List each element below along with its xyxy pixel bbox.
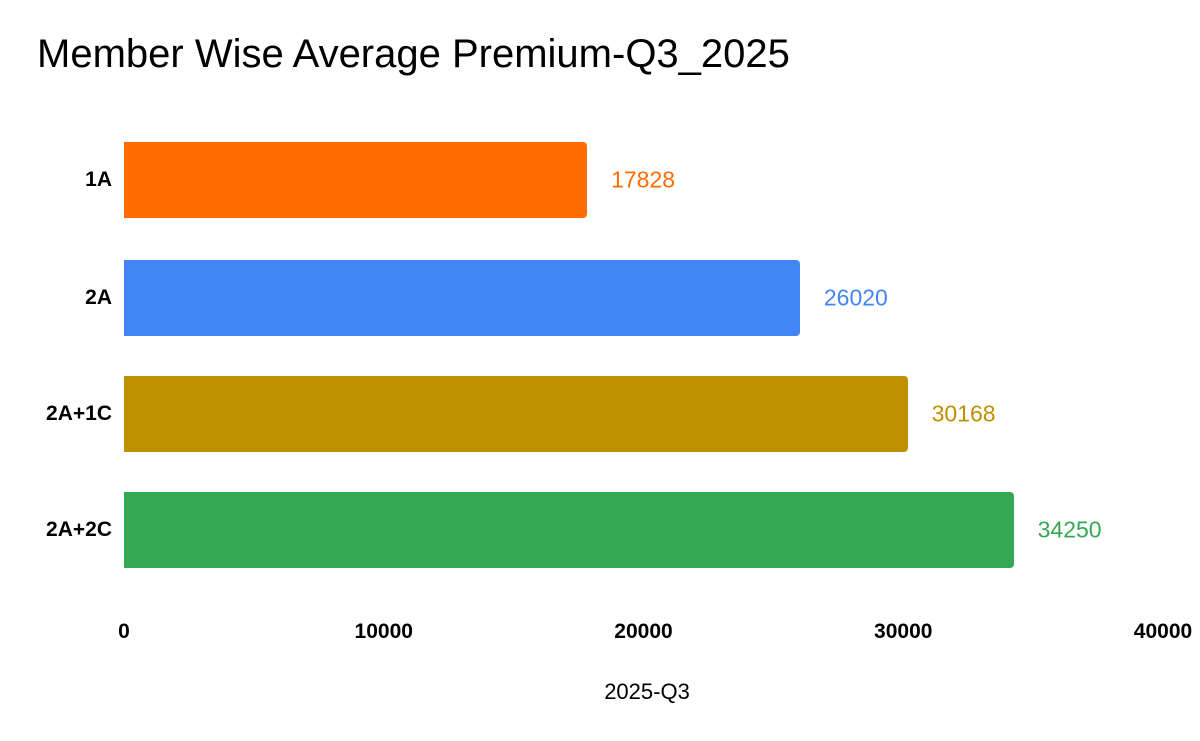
x-tick-label: 10000 — [354, 620, 413, 643]
bar[interactable] — [124, 492, 1014, 568]
data-label: 26020 — [823, 284, 888, 311]
category-label: 2A — [85, 286, 112, 309]
category-label: 2A+1C — [46, 402, 112, 425]
x-tick-label: 0 — [118, 620, 130, 643]
x-tick-label: 20000 — [614, 620, 673, 643]
x-axis-label: 2025-Q3 — [604, 679, 690, 704]
bar[interactable] — [124, 142, 588, 218]
x-tick-label: 40000 — [1133, 620, 1193, 643]
bar[interactable] — [124, 376, 908, 452]
data-label: 17828 — [611, 166, 676, 193]
data-label: 34250 — [1037, 516, 1102, 543]
bar[interactable] — [124, 260, 800, 336]
category-label: 1A — [85, 168, 112, 191]
x-tick-label: 30000 — [874, 620, 933, 643]
chart-title: Member Wise Average Premium-Q3_2025 — [37, 32, 790, 76]
data-label: 30168 — [931, 400, 996, 427]
category-label: 2A+2C — [46, 518, 112, 541]
